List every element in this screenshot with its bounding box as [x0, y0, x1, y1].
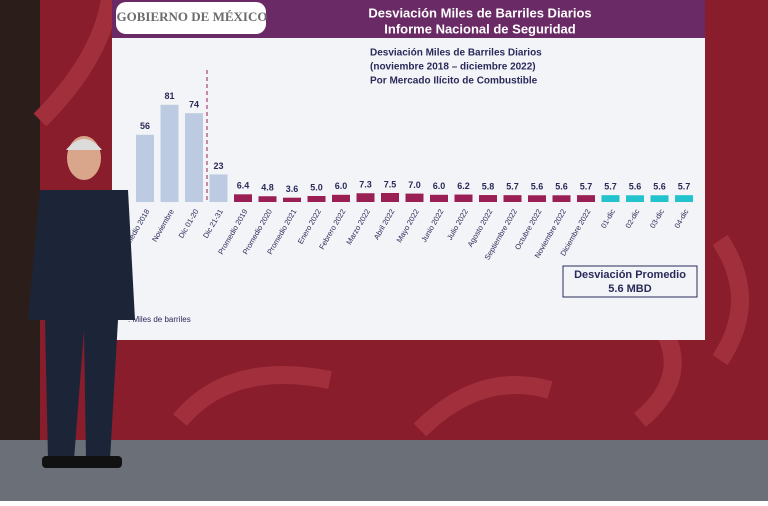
bar	[234, 194, 252, 202]
bar	[675, 195, 693, 202]
header-title: Desviación Miles de Barriles Diarios	[368, 5, 591, 20]
bar	[160, 104, 179, 202]
value-label: 6.0	[433, 181, 446, 191]
bar	[650, 195, 669, 202]
value-label: 81	[164, 91, 174, 101]
bar	[552, 195, 571, 202]
wall-pattern	[33, 0, 749, 437]
value-label: 23	[213, 161, 223, 171]
bar	[626, 195, 644, 202]
footnote: : Miles de barriles	[128, 315, 191, 324]
side-panel	[0, 0, 40, 440]
value-label: 5.7	[580, 182, 593, 192]
value-label: 6.4	[237, 181, 250, 191]
bar	[136, 134, 154, 202]
value-label: 5.7	[604, 182, 617, 192]
shoes	[42, 456, 122, 468]
bar	[381, 193, 399, 202]
floor	[0, 440, 768, 501]
value-label: 7.3	[359, 180, 372, 190]
bar	[258, 196, 277, 202]
bar	[430, 194, 448, 202]
header-subtitle: Informe Nacional de Seguridad	[384, 21, 575, 36]
bar	[185, 113, 203, 202]
annotation-title: Desviación Promedio	[574, 269, 686, 281]
bar	[528, 195, 546, 202]
value-label: 3.6	[286, 184, 299, 194]
bar	[503, 195, 522, 202]
bar	[209, 174, 228, 202]
bar	[454, 194, 473, 202]
chart-subtitle: Por Mercado Ilícito de Combustible	[370, 76, 538, 87]
bar	[283, 197, 301, 202]
value-label: 5.6	[531, 182, 544, 192]
value-label: 4.8	[261, 183, 274, 193]
speaker	[28, 136, 135, 468]
chart-title: Desviación Miles de Barriles Diarios	[370, 48, 542, 59]
value-label: 56	[140, 121, 150, 131]
value-label: 6.0	[335, 181, 348, 191]
value-label: 5.0	[310, 182, 323, 192]
annotation-value: 5.6 MBD	[608, 283, 651, 295]
bar	[601, 195, 620, 202]
value-label: 6.2	[457, 181, 470, 191]
logo: GOBIERNO DE MÉXICO	[117, 9, 268, 24]
chart-subtitle: (noviembre 2018 – diciembre 2022)	[370, 62, 536, 73]
annotation-box	[562, 265, 698, 298]
hair	[66, 139, 102, 150]
bar	[307, 196, 326, 202]
value-label: 5.6	[629, 182, 642, 192]
bar	[356, 193, 375, 202]
bar	[479, 195, 497, 202]
logo-box	[116, 2, 266, 34]
bar	[405, 193, 424, 202]
value-label: 7.5	[384, 179, 397, 189]
value-label: 5.8	[482, 181, 495, 191]
bar	[332, 194, 350, 202]
value-label: 7.0	[408, 180, 421, 190]
bar	[577, 195, 595, 202]
value-label: 5.6	[555, 182, 568, 192]
value-label: 5.7	[506, 182, 519, 192]
value-label: 5.7	[678, 182, 691, 192]
value-label: 74	[189, 100, 199, 110]
value-label: 5.6	[653, 182, 666, 192]
suit	[28, 190, 135, 460]
